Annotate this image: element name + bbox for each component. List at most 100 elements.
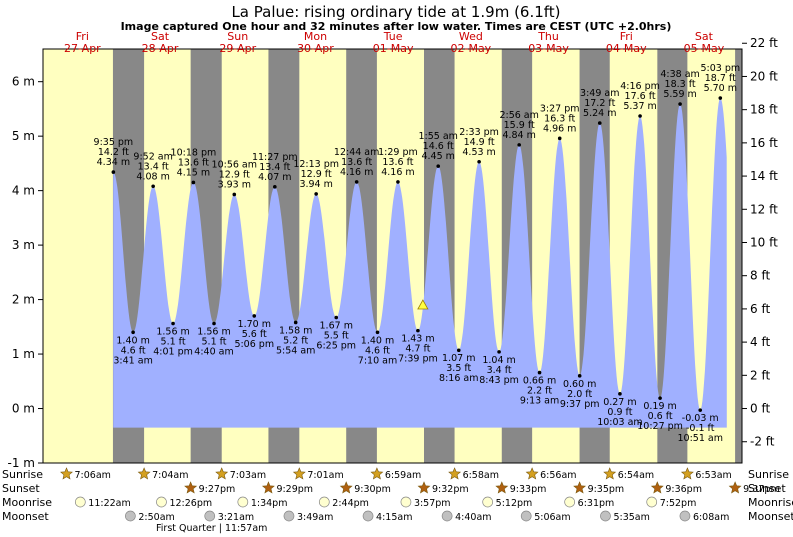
high-tide-label: 10:18 pm bbox=[171, 147, 217, 158]
y-tick-label-right: 2 ft bbox=[750, 368, 770, 382]
low-tide-label: 5.2 ft bbox=[283, 335, 308, 346]
low-tide-label: 5.1 ft bbox=[161, 337, 186, 348]
high-tide-point bbox=[273, 185, 277, 189]
current-level-marker bbox=[417, 299, 429, 310]
moonrise-moon-icon bbox=[156, 496, 167, 508]
moonrise-moon-icon bbox=[646, 496, 658, 508]
high-tide-point bbox=[354, 180, 359, 184]
low-tide-label: 1.56 m bbox=[156, 327, 189, 338]
low-tide-label: 4:01 pm bbox=[153, 347, 193, 358]
high-tide-label: 13.6 ft bbox=[178, 157, 209, 168]
sunset-row-label-left: Sunset bbox=[2, 482, 40, 495]
high-tide-label: 13.6 ft bbox=[382, 157, 413, 168]
sunrise-time: 6:56am bbox=[540, 470, 576, 481]
high-tide-label: 4.34 m bbox=[97, 157, 130, 168]
high-tide-label: 2:56 am bbox=[499, 110, 538, 121]
low-tide-point bbox=[212, 321, 216, 326]
moonrise-moon-icon bbox=[237, 496, 249, 508]
low-tide-label: 0.66 m bbox=[523, 376, 556, 387]
day-label-dow: Sat bbox=[151, 30, 170, 43]
high-tide-label: 4.07 m bbox=[258, 172, 291, 183]
high-tide-label: 5.70 m bbox=[704, 83, 737, 94]
sunrise-time: 6:54am bbox=[618, 470, 654, 481]
low-tide-point bbox=[252, 314, 257, 318]
low-tide-label: 1.56 m bbox=[197, 327, 230, 338]
astro-rows: Sunrise Sunrise 7:06am 7:04am 7:03am 7:01am 6:… bbox=[2, 467, 793, 534]
moonrise-row-label-right: Moonrise bbox=[748, 496, 793, 509]
low-tide-label: 0.6 ft bbox=[648, 411, 673, 422]
sunrise-star-icon bbox=[215, 467, 229, 480]
low-tide-label: 0.60 m bbox=[563, 379, 596, 390]
high-tide-point bbox=[638, 114, 642, 118]
day-label-dow: Thu bbox=[537, 30, 559, 43]
low-tide-label: 4:40 am bbox=[194, 347, 233, 358]
high-tide-point bbox=[477, 159, 481, 164]
y-tick-label-right: 0 ft bbox=[750, 402, 770, 416]
low-tide-point bbox=[577, 374, 582, 378]
high-tide-label: 9:52 am bbox=[133, 151, 172, 162]
moonrise-time: 11:22am bbox=[88, 498, 130, 509]
high-tide-label: 5.59 m bbox=[663, 89, 696, 100]
moonset-time: 3:49am bbox=[297, 512, 333, 523]
high-tide-point bbox=[678, 102, 682, 106]
high-tide-point bbox=[718, 96, 723, 100]
y-tick-label-right: 14 ft bbox=[750, 169, 778, 183]
sunrise-star-icon bbox=[370, 467, 384, 480]
high-tide-label: 16.3 ft bbox=[544, 113, 575, 124]
high-tide-label: 4.16 m bbox=[340, 167, 373, 178]
low-tide-label: 5.1 ft bbox=[202, 337, 227, 348]
moonrise-time: 3:57pm bbox=[414, 498, 451, 509]
high-tide-point bbox=[232, 192, 237, 197]
moonset-moon-icon bbox=[204, 510, 216, 522]
low-tide-point bbox=[658, 396, 662, 400]
day-label-date: 05-May bbox=[684, 42, 725, 55]
low-tide-point bbox=[698, 408, 703, 412]
low-tide-label: 5:54 am bbox=[276, 345, 315, 356]
high-tide-label: 4.84 m bbox=[502, 130, 535, 141]
moonrise-time: 5:12pm bbox=[496, 498, 533, 509]
high-tide-label: 14.9 ft bbox=[464, 137, 495, 148]
day-label-dow: Fri bbox=[76, 30, 89, 43]
low-tide-label: 1.40 m bbox=[116, 335, 149, 346]
low-tide-label: 9:37 pm bbox=[560, 399, 600, 410]
moonrise-row-label-left: Moonrise bbox=[2, 496, 52, 509]
low-tide-label: -0.03 m bbox=[682, 413, 719, 424]
high-tide-label: 9:35 pm bbox=[94, 137, 134, 148]
high-tide-label: 1:55 am bbox=[418, 131, 457, 142]
sunrise-time: 7:03am bbox=[230, 470, 266, 481]
high-tide-label: 17.6 ft bbox=[625, 91, 656, 102]
day-label-date: 27-Apr bbox=[64, 42, 101, 55]
y-tick-label-right: 6 ft bbox=[750, 302, 770, 316]
moonset-moon-icon bbox=[362, 510, 374, 522]
low-tide-label: 1.67 m bbox=[320, 321, 353, 332]
low-tide-point bbox=[375, 330, 380, 335]
y-tick-label-right: 12 ft bbox=[750, 202, 778, 216]
sunset-row-label-right: Sunset bbox=[748, 482, 786, 495]
high-tide-label: 13.6 ft bbox=[341, 157, 372, 168]
low-tide-label: 5.5 ft bbox=[324, 331, 349, 342]
high-tide-label: 14.6 ft bbox=[423, 141, 454, 152]
high-tide-label: 18.7 ft bbox=[705, 73, 736, 84]
sunrise-time: 7:04am bbox=[152, 470, 188, 481]
y-tick-label-right: -2 ft bbox=[750, 435, 775, 449]
moonset-time: 5:06am bbox=[534, 512, 570, 523]
sunrise-time: 6:59am bbox=[385, 470, 421, 481]
moonrise-moon-icon bbox=[564, 496, 576, 508]
low-tide-label: 0.19 m bbox=[643, 401, 676, 412]
moonrise-moon-icon bbox=[400, 496, 412, 508]
day-label-date: 30-Apr bbox=[297, 42, 334, 55]
low-tide-point bbox=[171, 321, 175, 326]
high-tide-label: 4.15 m bbox=[177, 167, 210, 178]
day-label-date: 04-May bbox=[606, 42, 647, 55]
high-tide-point bbox=[517, 143, 521, 147]
sunrise-time: 7:06am bbox=[74, 470, 110, 481]
day-labels: Fri27-AprSat28-AprSun29-AprMon30-AprTue0… bbox=[64, 30, 725, 55]
high-tide-label: 4.45 m bbox=[421, 151, 454, 162]
high-tide-label: 4.08 m bbox=[136, 171, 169, 182]
high-tide-label: 4.96 m bbox=[543, 123, 576, 134]
sunrise-star-icon bbox=[292, 467, 306, 480]
y-tick-label-left: 5 m bbox=[12, 129, 35, 143]
sunrise-row-label-right: Sunrise bbox=[748, 468, 789, 481]
sunrise-star-icon bbox=[448, 467, 462, 480]
